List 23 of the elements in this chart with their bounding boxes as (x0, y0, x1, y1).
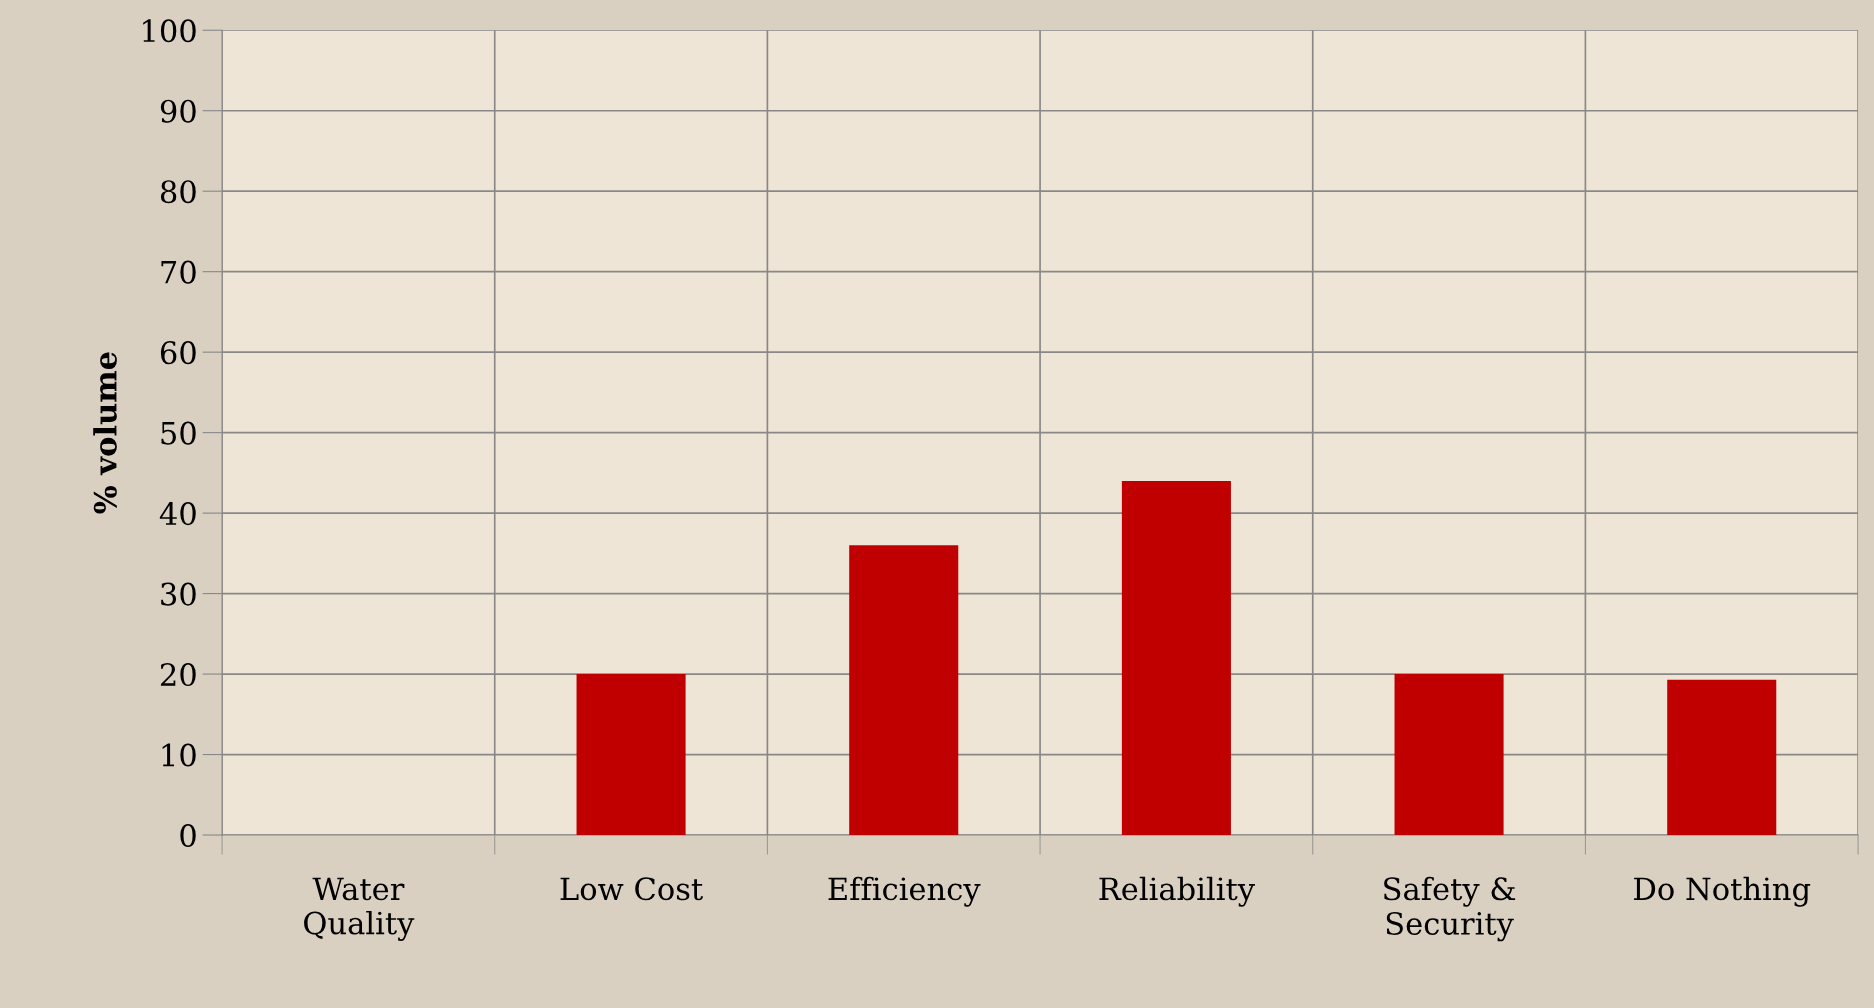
bar (576, 674, 686, 836)
x-tick-label: Low Cost (560, 877, 703, 901)
bar (849, 545, 959, 836)
y-tick-label: 80 (160, 180, 196, 204)
y-tick-label: 70 (161, 260, 196, 284)
bar (1667, 679, 1777, 836)
x-tick-label: Safety & Security (1384, 876, 1516, 942)
bar (1121, 480, 1231, 836)
y-tick-label: 20 (160, 663, 196, 687)
y-tick-label: 100 (143, 19, 196, 43)
y-tick-label: 40 (159, 502, 196, 526)
y-tick-label: 0 (180, 823, 196, 848)
y-tick-label: 50 (161, 421, 196, 445)
y-tick-label: 90 (160, 99, 196, 123)
x-tick-label: Water Quality (304, 877, 415, 941)
y-tick-label: 30 (161, 582, 196, 606)
y-tick-label: 60 (160, 341, 196, 365)
x-tick-label: Efficiency (828, 876, 981, 907)
y-axis-title: % volume (93, 352, 117, 514)
x-tick-label: Reliability (1099, 876, 1255, 907)
x-tick-label: Do Nothing (1634, 876, 1811, 907)
y-tick-label: 10 (162, 743, 196, 767)
bar (1394, 674, 1504, 836)
